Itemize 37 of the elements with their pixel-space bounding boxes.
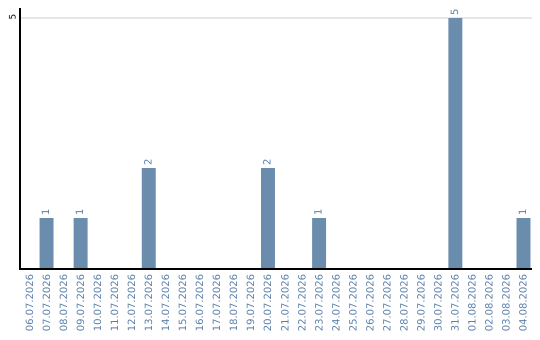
x-tick-label: 24.07.2026 xyxy=(331,274,342,332)
x-tick-label: 08.07.2026 xyxy=(58,274,70,332)
x-tick-label: 15.07.2026 xyxy=(178,274,190,332)
data-label: 1 xyxy=(41,208,52,215)
x-tick-label: 03.08.2026 xyxy=(502,274,513,332)
x-tick-label: 28.07.2026 xyxy=(400,274,410,332)
x-tick-label: 17.07.2026 xyxy=(212,274,224,332)
x-tick-label: 23.07.2026 xyxy=(314,274,326,332)
x-tick-label: 26.07.2026 xyxy=(365,274,376,332)
data-label: 5 xyxy=(450,8,461,15)
data-label: 2 xyxy=(262,158,274,165)
x-tick-label: 25.07.2026 xyxy=(348,274,360,332)
x-tick-label: 10.07.2026 xyxy=(92,274,104,332)
x-tick-label: 22.07.2026 xyxy=(297,274,308,332)
x-tick-label: 19.07.2026 xyxy=(246,274,258,332)
x-tick-label: 31.07.2026 xyxy=(450,274,462,332)
x-tick-label: 18.07.2026 xyxy=(229,274,240,332)
x-tick-label: 07.07.2026 xyxy=(42,274,53,332)
x-tick-label: 29.07.2026 xyxy=(416,274,428,332)
x-tick-label: 30.07.2026 xyxy=(434,274,445,332)
x-tick-label: 20.07.2026 xyxy=(263,274,274,332)
x-tick-label: 02.08.2026 xyxy=(484,274,496,332)
data-label: 1 xyxy=(314,208,325,215)
x-tick-label: 27.07.2026 xyxy=(382,274,394,332)
x-tick-label: 21.07.2026 xyxy=(280,274,292,332)
x-tick-label: 11.07.2026 xyxy=(110,274,121,332)
x-tick-label: 14.07.2026 xyxy=(161,274,172,332)
data-label: 1 xyxy=(518,208,529,215)
x-tick-label: 04.08.2026 xyxy=(518,274,530,332)
x-tick-label: 06.07.2026 xyxy=(24,274,36,332)
x-tick-label: 01.08.2026 xyxy=(468,274,479,332)
x-tick-label: 16.07.2026 xyxy=(195,274,206,332)
x-tick-label: 12.07.2026 xyxy=(126,274,138,332)
x-tick-label: 09.07.2026 xyxy=(76,274,87,332)
x-tick-label: 13.07.2026 xyxy=(144,274,155,332)
data-label: 2 xyxy=(143,158,154,165)
data-label: 1 xyxy=(75,208,86,215)
